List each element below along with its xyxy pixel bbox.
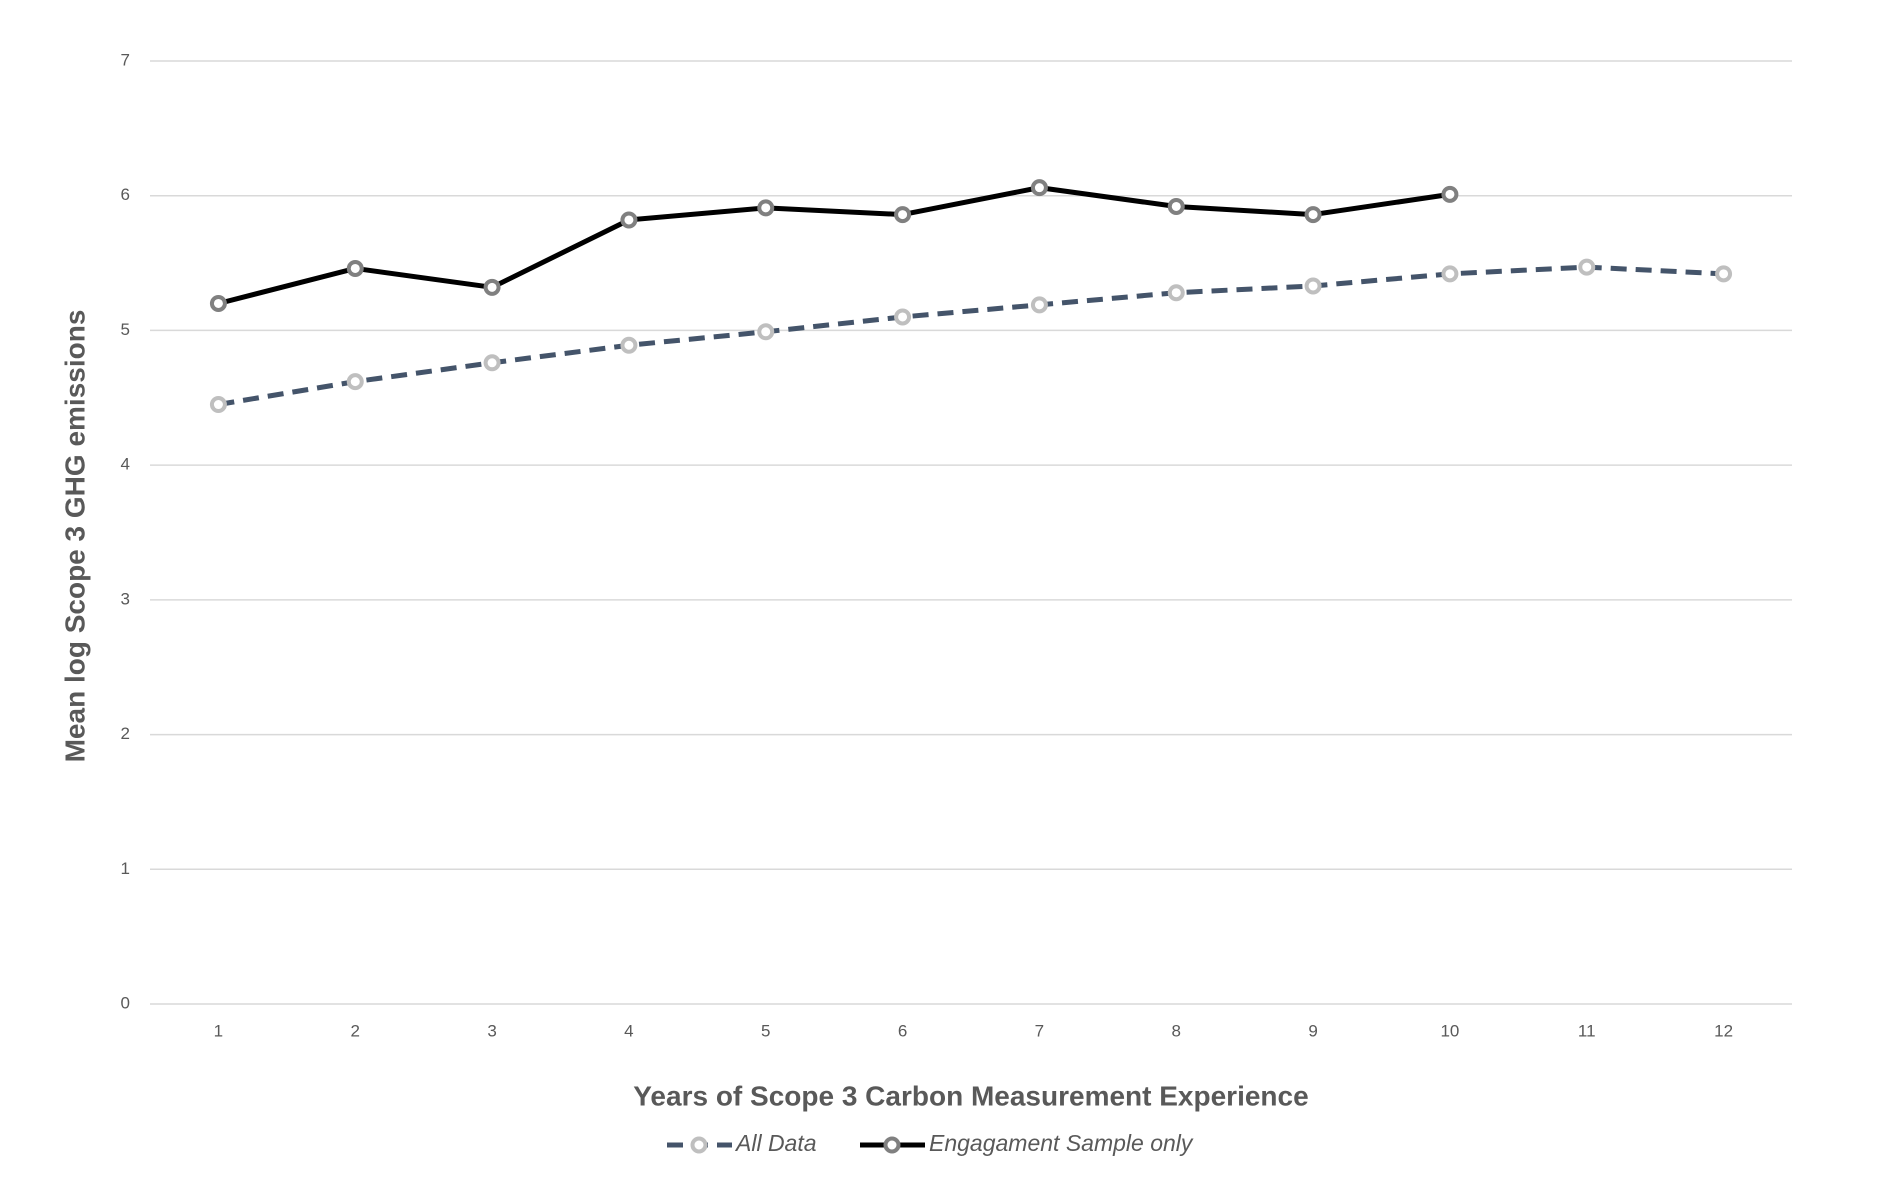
x-tick-label: 7: [1035, 1021, 1044, 1040]
y-tick-label: 2: [121, 724, 130, 743]
x-tick-label: 8: [1172, 1021, 1181, 1040]
y-tick-label: 0: [121, 993, 130, 1012]
legend-label: Engagament Sample only: [929, 1130, 1194, 1156]
point-marker: [1030, 179, 1048, 197]
point-marker: [1441, 265, 1459, 283]
y-tick-label: 5: [121, 320, 130, 339]
point-marker: [1578, 258, 1596, 276]
y-tick-label: 7: [121, 50, 130, 69]
y-tick-label: 6: [121, 185, 130, 204]
legend-marker: [883, 1136, 901, 1154]
point-marker: [894, 206, 912, 224]
x-tick-label: 6: [898, 1021, 907, 1040]
y-tick-label: 1: [121, 859, 130, 878]
legend-marker: [690, 1136, 708, 1154]
point-marker: [757, 323, 775, 341]
point-marker: [346, 373, 364, 391]
x-tick-label: 9: [1308, 1021, 1317, 1040]
x-tick-label: 11: [1578, 1021, 1596, 1040]
x-tick-label: 10: [1440, 1021, 1459, 1040]
x-tick-label: 1: [214, 1021, 223, 1040]
y-tick-label: 3: [121, 589, 130, 608]
point-marker: [209, 396, 227, 414]
y-tick-label: 4: [121, 455, 130, 474]
point-marker: [1167, 197, 1185, 215]
point-marker: [1715, 265, 1733, 283]
x-axis-title: Years of Scope 3 Carbon Measurement Expe…: [633, 1080, 1308, 1111]
point-marker: [1304, 206, 1322, 224]
x-tick-label: 5: [761, 1021, 770, 1040]
series-line: [217, 185, 1451, 306]
x-tick-label: 4: [624, 1021, 633, 1040]
point-marker: [483, 278, 501, 296]
point-marker: [1441, 185, 1459, 203]
point-marker: [209, 294, 227, 312]
point-marker: [483, 354, 501, 372]
point-marker: [620, 336, 638, 354]
point-marker: [1030, 296, 1048, 314]
x-tick-label: 2: [351, 1021, 360, 1040]
legend-label: All Data: [734, 1130, 817, 1156]
x-tick-label: 3: [487, 1021, 496, 1040]
point-marker: [1167, 284, 1185, 302]
series-line: [218, 264, 1724, 407]
y-axis-title: Mean log Scope 3 GHG emissions: [59, 310, 90, 763]
x-tick-label: 12: [1714, 1021, 1733, 1040]
point-marker: [757, 199, 775, 217]
point-marker: [1304, 277, 1322, 295]
point-marker: [346, 259, 364, 277]
point-marker: [620, 211, 638, 229]
point-marker: [894, 308, 912, 326]
